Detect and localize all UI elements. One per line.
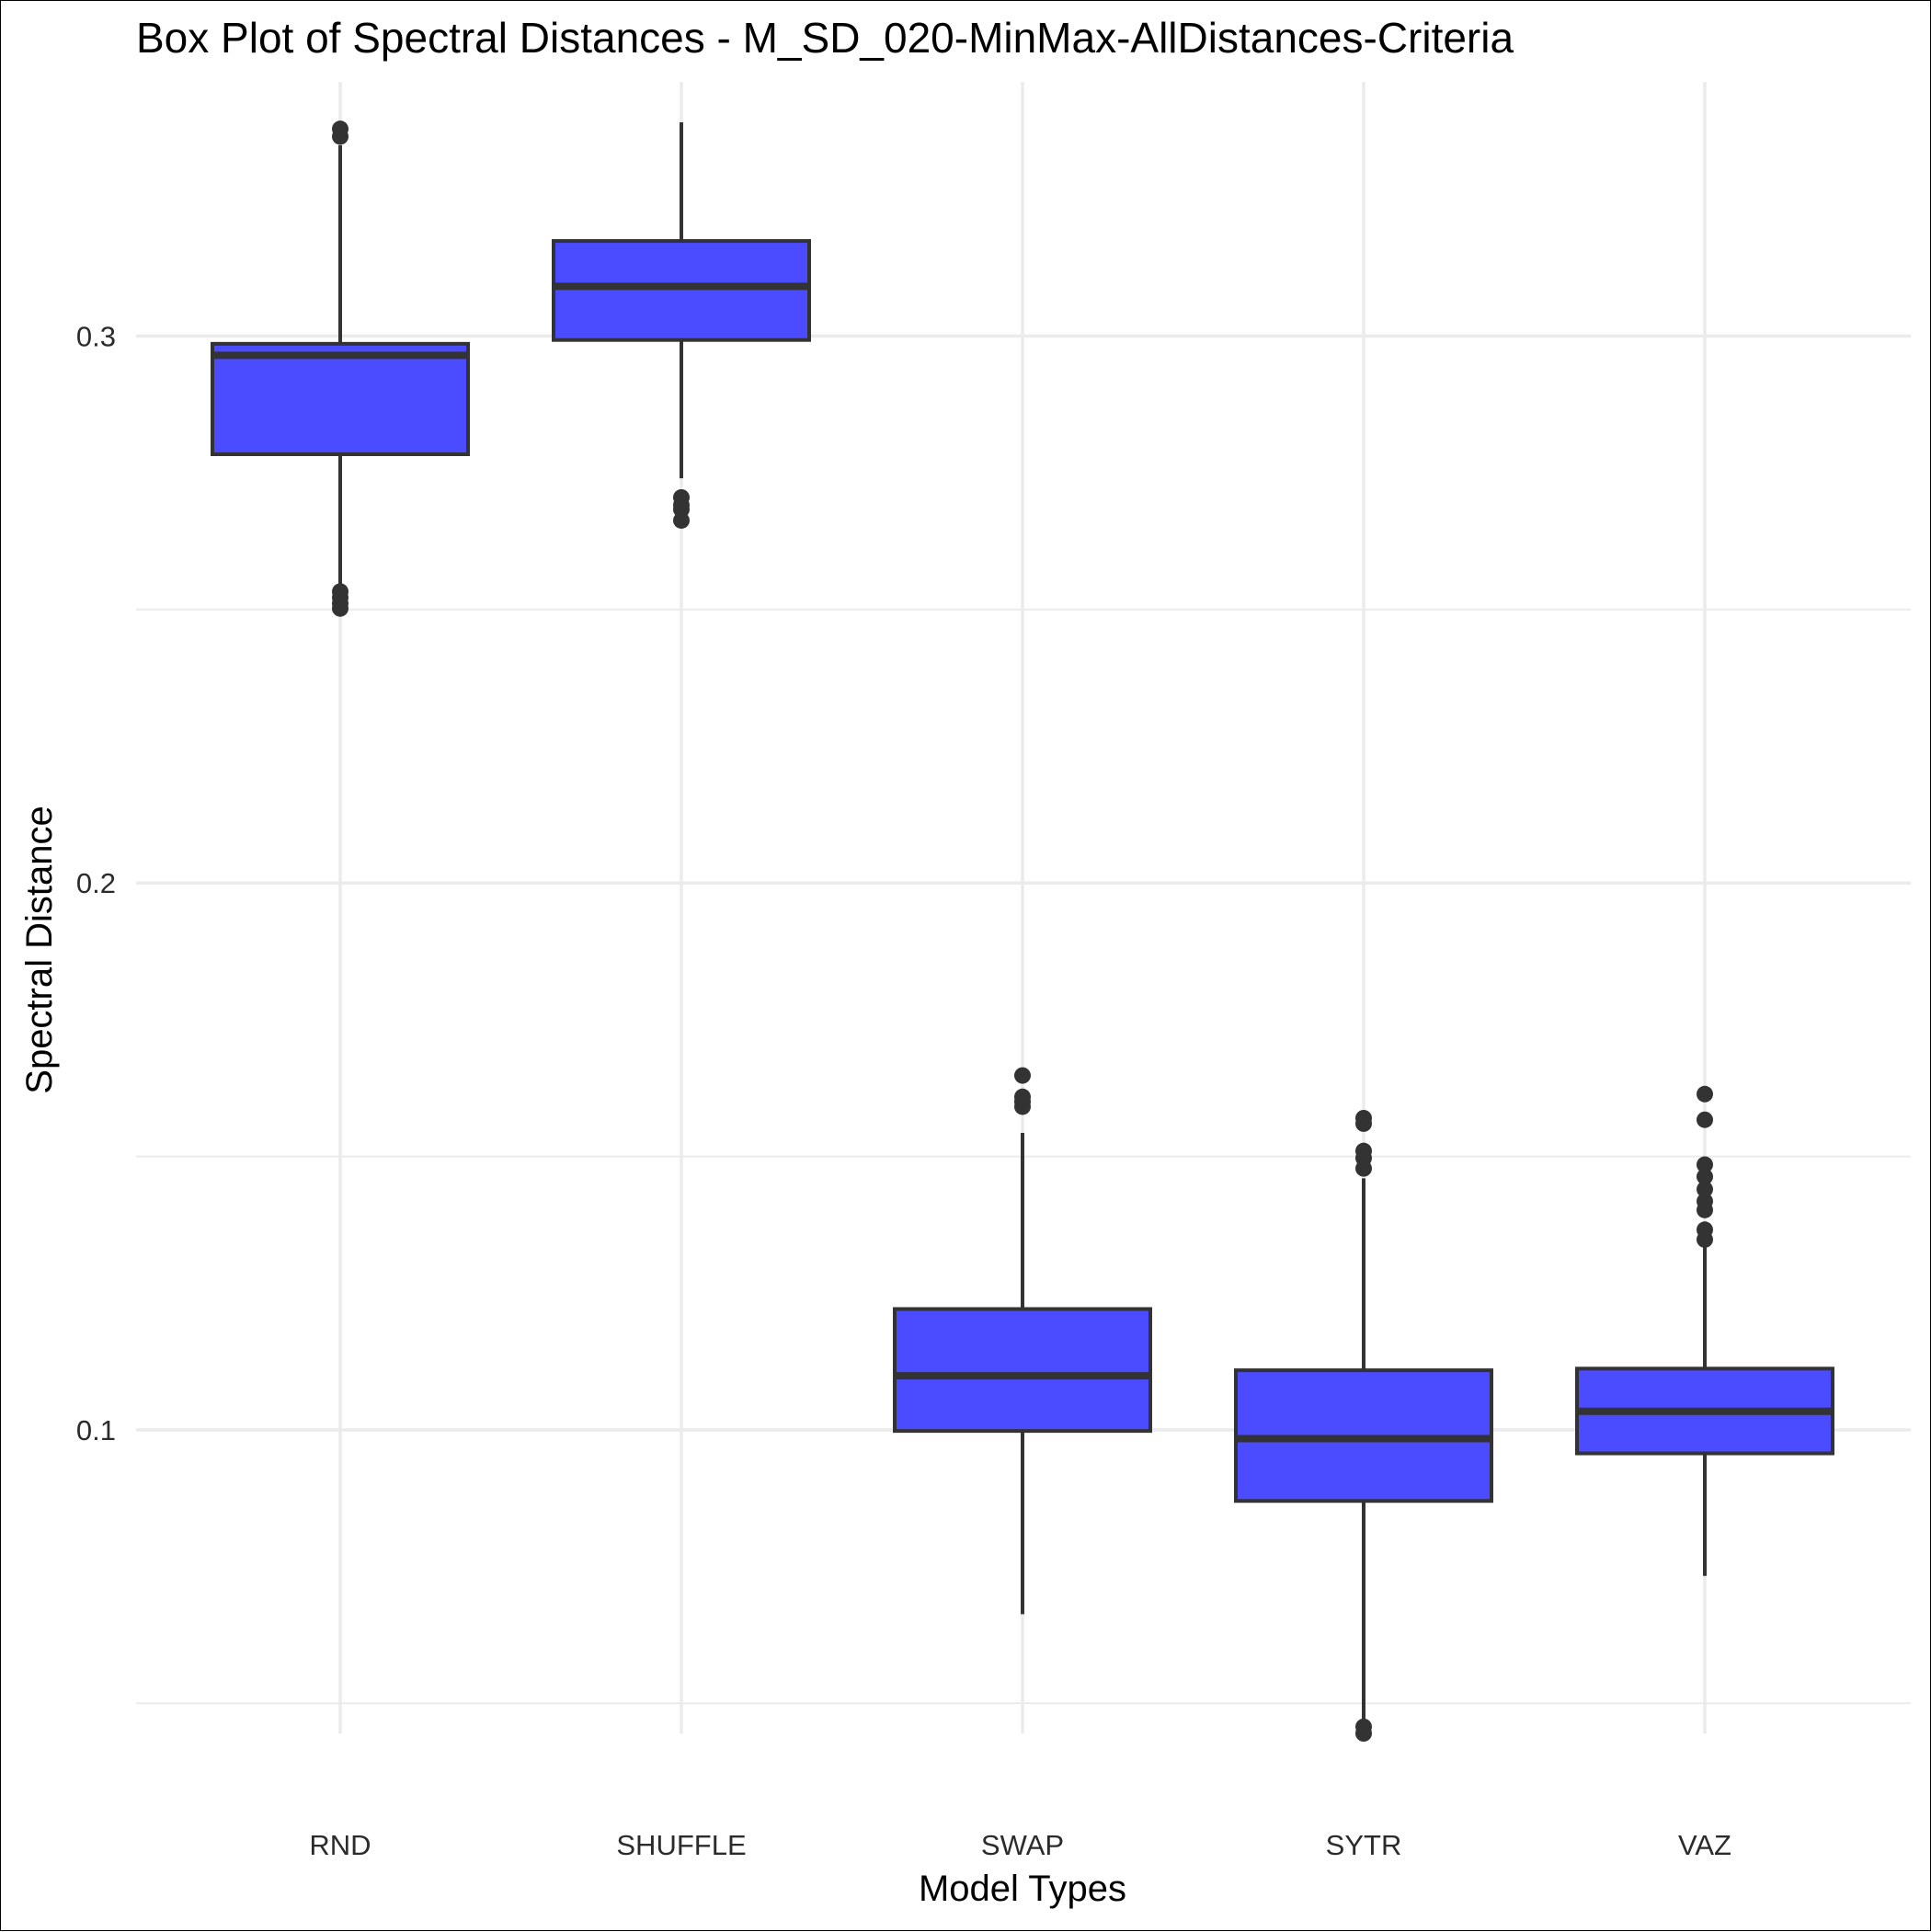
interquartile-box	[552, 239, 811, 342]
outlier-point	[1697, 1201, 1713, 1218]
axis-ticks: 0.1 0.2 0.3 RND SHUFFLE SWAP SYTR VAZ	[76, 321, 1731, 1861]
x-axis-title: Model Types	[919, 1869, 1126, 1909]
x-tick-label: RND	[309, 1829, 371, 1861]
y-axis-title: Spectral Distance	[19, 806, 60, 1093]
outlier-point	[1355, 1160, 1372, 1177]
outlier-point	[1355, 1725, 1372, 1742]
x-tick-label: SYTR	[1326, 1829, 1402, 1861]
x-tick-label: VAZ	[1678, 1829, 1731, 1861]
outlier-point	[1697, 1085, 1713, 1103]
outlier-point	[1697, 1168, 1713, 1185]
box-rnd	[211, 120, 470, 617]
box-vaz	[1575, 1085, 1834, 1576]
outlier-point	[673, 511, 690, 529]
outlier-point	[1697, 1156, 1713, 1173]
box-plot-series	[211, 120, 1834, 1742]
chart-title: Box Plot of Spectral Distances - M_SD_02…	[136, 14, 1514, 62]
interquartile-box	[211, 341, 470, 456]
outlier-point	[1697, 1230, 1713, 1248]
outlier-point	[1014, 1098, 1031, 1115]
outlier-point	[1355, 1115, 1372, 1132]
outlier-point	[1697, 1111, 1713, 1128]
y-tick-label: 0.1	[76, 1414, 116, 1446]
outlier-point	[332, 120, 348, 138]
x-tick-label: SWAP	[981, 1829, 1064, 1861]
box-swap	[893, 1067, 1152, 1615]
x-tick-label: SHUFFLE	[616, 1829, 746, 1861]
y-tick-label: 0.3	[76, 321, 116, 353]
box-shuffle	[552, 122, 811, 529]
interquartile-box	[893, 1307, 1152, 1434]
outlier-point	[1014, 1067, 1031, 1084]
outlier-point	[332, 600, 348, 617]
outlier-point	[1697, 1181, 1713, 1198]
box-sytr	[1234, 1109, 1493, 1742]
y-tick-label: 0.2	[76, 867, 116, 899]
